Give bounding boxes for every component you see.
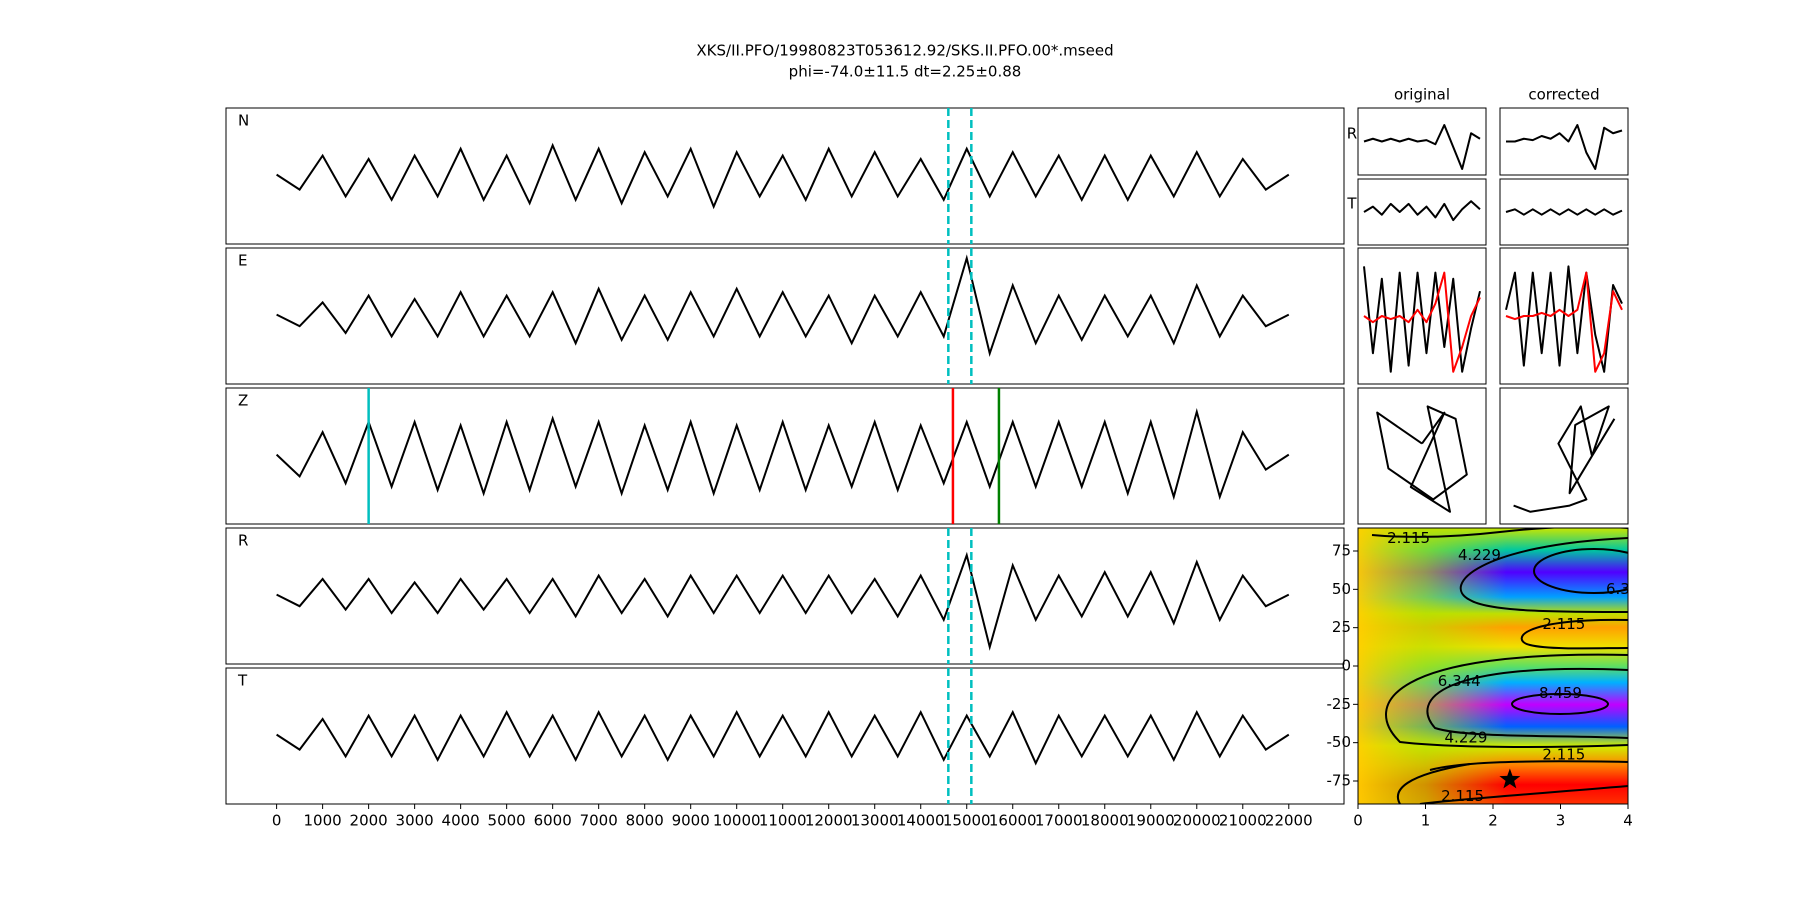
- panel-frame: [1499, 178, 1629, 246]
- contour-label: 2.115: [1387, 529, 1430, 547]
- best-fit-star: [1499, 768, 1521, 789]
- panel-frame: [225, 387, 1345, 525]
- x-tick-label: 20000: [1173, 812, 1221, 830]
- panel-label: R: [238, 532, 248, 550]
- panel-frame: [225, 527, 1345, 665]
- contour-label: 4.229: [1458, 546, 1501, 564]
- x-tick-label: 3000: [396, 812, 434, 830]
- x-tick-label: 21000: [1219, 812, 1267, 830]
- panel-label: E: [238, 252, 247, 270]
- x-tick-label: 15000: [943, 812, 991, 830]
- column-title: original: [1394, 86, 1450, 104]
- trace: [276, 142, 1290, 210]
- x-tick-label: 22000: [1265, 812, 1313, 830]
- waveform: [1363, 124, 1481, 170]
- x-tick-label: 1: [1421, 812, 1431, 830]
- x-tick-label: 5000: [488, 812, 526, 830]
- y-tick-label: 0: [1341, 657, 1351, 675]
- x-tick-label: 8000: [626, 812, 664, 830]
- x-tick-label: 16000: [989, 812, 1037, 830]
- contour-label: 6.344: [1438, 672, 1481, 690]
- x-tick-label: 11000: [759, 812, 807, 830]
- waveform: [1363, 271, 1481, 373]
- column-title: corrected: [1528, 86, 1599, 104]
- y-tick-label: -25: [1327, 695, 1352, 713]
- trace: [276, 709, 1290, 766]
- trace: [276, 254, 1290, 357]
- contour-label: 2.115: [1542, 745, 1585, 763]
- x-tick-label: 0: [1353, 812, 1363, 830]
- waveform: [1505, 265, 1623, 373]
- contour-label: 6.3: [1606, 580, 1630, 598]
- panel-label: Z: [238, 392, 248, 410]
- panel-frame: [225, 107, 1345, 245]
- x-tick-label: 19000: [1127, 812, 1175, 830]
- panel-frame: [1357, 178, 1487, 246]
- y-tick-label: 25: [1332, 618, 1351, 636]
- trace: [275, 407, 1290, 501]
- panel-frame: [1357, 107, 1487, 176]
- x-tick-label: 14000: [897, 812, 945, 830]
- subtitle: phi=-74.0±11.5 dt=2.25±0.88: [789, 63, 1022, 81]
- panel-frame: [225, 667, 1345, 805]
- panel-label: N: [238, 112, 249, 130]
- x-tick-label: 1000: [304, 812, 342, 830]
- x-tick-label: 6000: [534, 812, 572, 830]
- x-tick-label: 3: [1556, 812, 1566, 830]
- y-tick-label: -75: [1327, 772, 1352, 790]
- y-tick-label: -50: [1327, 733, 1352, 751]
- title: XKS/II.PFO/19980823T053612.92/SKS.II.PFO…: [696, 42, 1113, 60]
- contour-label: 8.459: [1539, 684, 1582, 702]
- x-tick-label: 2000: [350, 812, 388, 830]
- panel-frame: [1499, 247, 1629, 385]
- panel-frame: [1499, 107, 1629, 176]
- y-tick-label: 75: [1332, 542, 1351, 560]
- x-tick-label: 13000: [851, 812, 899, 830]
- contour-label: 2.115: [1441, 787, 1484, 805]
- waveform: [1506, 124, 1623, 170]
- x-tick-label: 4: [1623, 812, 1633, 830]
- x-tick-label: 4000: [442, 812, 480, 830]
- row-label: R: [1347, 125, 1357, 143]
- waveform: [1363, 200, 1481, 222]
- panel-frame: [1357, 247, 1487, 385]
- particle-motion: [1513, 405, 1616, 513]
- waveform: [1505, 271, 1623, 373]
- error-surface: [1358, 528, 1628, 804]
- row-label: T: [1346, 195, 1357, 213]
- waveform: [1363, 266, 1481, 373]
- y-tick-label: 50: [1332, 580, 1351, 598]
- x-tick-label: 7000: [580, 812, 618, 830]
- trace: [276, 551, 1290, 651]
- panel-label: T: [237, 672, 248, 690]
- x-tick-label: 18000: [1081, 812, 1129, 830]
- particle-motion: [1376, 405, 1468, 513]
- x-tick-label: 12000: [805, 812, 853, 830]
- x-tick-label: 17000: [1035, 812, 1083, 830]
- contour-label: 4.229: [1445, 729, 1488, 747]
- panel-frame: [1357, 387, 1487, 525]
- panel-frame: [225, 247, 1345, 385]
- x-tick-label: 2: [1488, 812, 1498, 830]
- contour-label: 2.115: [1542, 615, 1585, 633]
- waveform: [1505, 208, 1623, 216]
- x-tick-label: 9000: [672, 812, 710, 830]
- x-tick-label: 10000: [713, 812, 761, 830]
- panel-frame: [1499, 387, 1629, 525]
- x-tick-label: 0: [272, 812, 282, 830]
